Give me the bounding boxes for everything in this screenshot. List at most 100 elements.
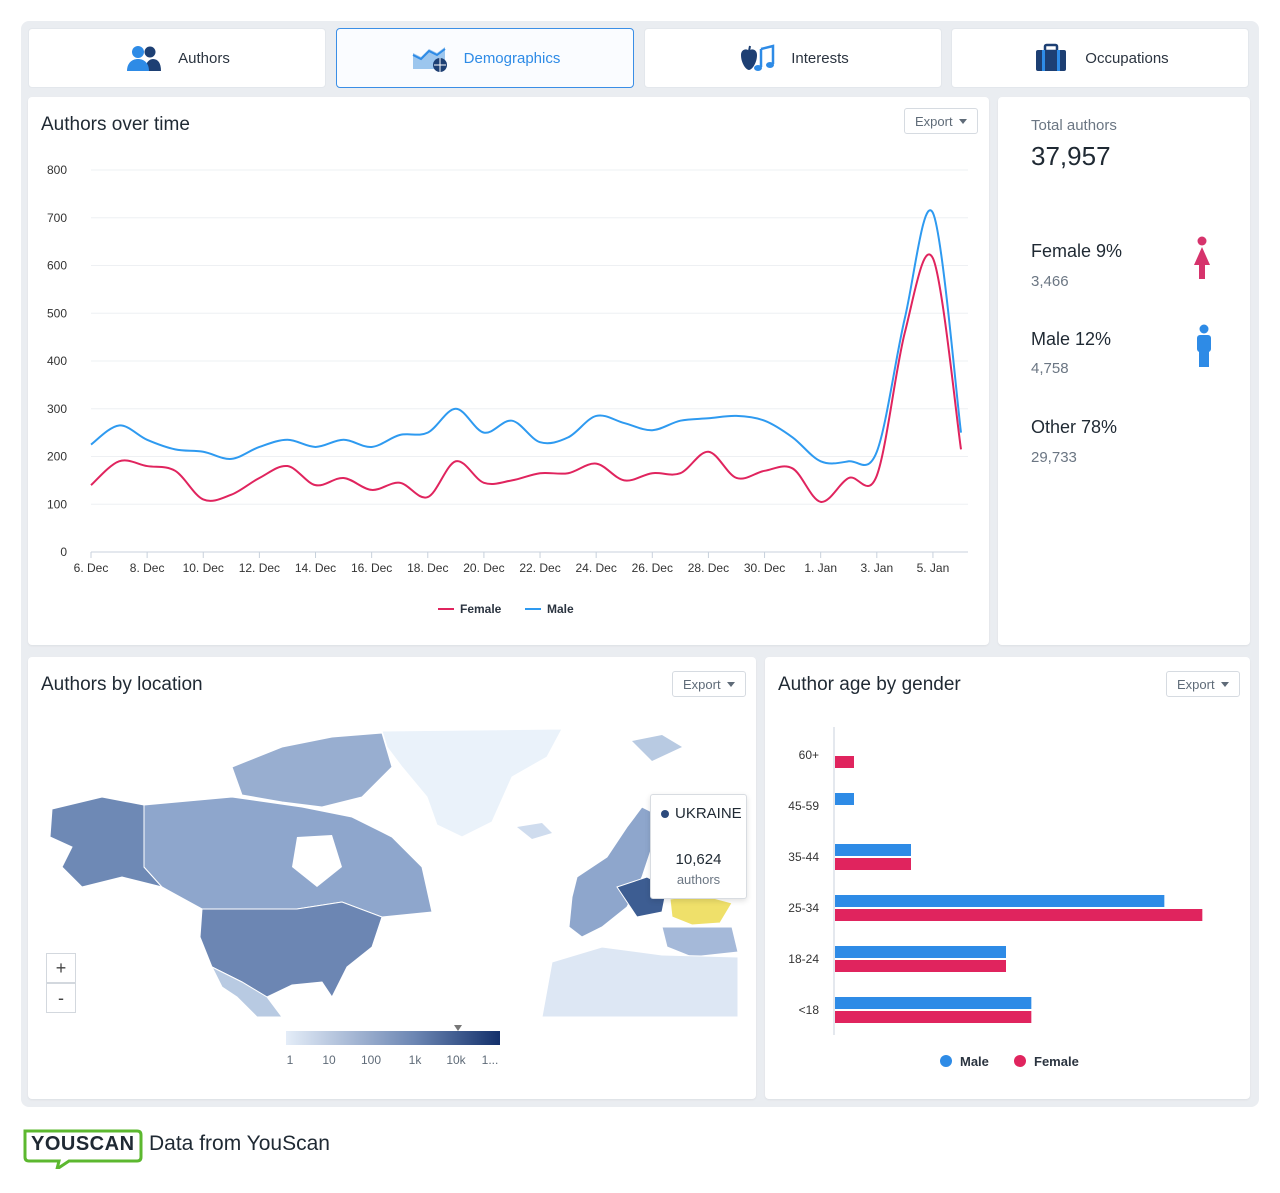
x-tick-label: 20. Dec	[463, 561, 504, 575]
map-north-africa[interactable]	[541, 946, 739, 1017]
bar-male-18-24[interactable]	[835, 946, 1006, 958]
map-canada[interactable]	[143, 796, 433, 918]
map-turkey[interactable]	[661, 926, 739, 958]
zoom-in-button[interactable]: +	[46, 953, 76, 983]
age-by-gender-card: Author age by gender Export 60+ 45-59 35-4…	[765, 657, 1250, 1099]
authors-over-time-chart: 0 100 200 300 400 500 600 700 800 6. Dec 8. Dec 10.…	[47, 163, 968, 616]
total-authors-label: Total authors	[1031, 117, 1117, 134]
bar-male-<18[interactable]	[835, 997, 1032, 1009]
map-iceland[interactable]	[517, 823, 552, 839]
bar-male-25-34[interactable]	[835, 895, 1165, 907]
tab-occupations-label: Occupations	[1085, 49, 1169, 67]
users-icon	[124, 42, 164, 74]
demographics-icon	[410, 42, 450, 74]
male-share-label: Male 12%	[1031, 329, 1112, 349]
authors-by-location-title: Authors by location	[41, 674, 203, 695]
y-tick-label: 700	[47, 211, 67, 225]
x-tick-label: 14. Dec	[295, 561, 336, 575]
category-label: <18	[799, 1003, 820, 1017]
female-figure-icon	[1194, 236, 1210, 279]
male-figure-icon	[1197, 324, 1211, 367]
bar-female-25-34[interactable]	[835, 909, 1203, 921]
x-tick-label: 16. Dec	[351, 561, 392, 575]
total-authors-value: 37,957	[1031, 141, 1111, 171]
y-tick-label: 200	[47, 450, 67, 464]
y-tick-label: 400	[47, 354, 67, 368]
authors-over-time-export-button[interactable]: Export	[904, 108, 978, 134]
tooltip-value: 10,624	[675, 851, 722, 868]
tab-authors[interactable]: Authors	[28, 28, 326, 88]
y-tick-label: 800	[47, 163, 67, 177]
chevron-down-icon	[958, 118, 967, 124]
x-tick-label: 3. Jan	[860, 561, 893, 575]
x-tick-label: 10. Dec	[183, 561, 224, 575]
category-label: 25-34	[788, 901, 819, 915]
bar-male-45-59[interactable]	[835, 793, 854, 805]
category-label: 35-44	[788, 850, 819, 864]
x-tick-label: 26. Dec	[632, 561, 673, 575]
tab-demographics-label: Demographics	[463, 49, 561, 67]
interests-icon	[737, 42, 777, 74]
legend-label-male[interactable]: Male	[547, 602, 574, 616]
x-tick-label: 1. Jan	[804, 561, 837, 575]
legend-label-female[interactable]: Female	[460, 602, 502, 616]
y-tick-label: 600	[47, 259, 67, 273]
age-export-button[interactable]: Export	[1166, 671, 1240, 697]
legend-swatch-female	[1014, 1055, 1026, 1067]
world-map[interactable]	[42, 727, 752, 1017]
series-line-male[interactable]	[90, 209, 962, 466]
legend-label-female[interactable]: Female	[1034, 1054, 1079, 1069]
briefcase-icon	[1031, 42, 1071, 74]
male-count: 4,758	[1031, 360, 1069, 377]
map-arctic-islands[interactable]	[231, 732, 393, 808]
map-mexico[interactable]	[210, 965, 283, 1017]
x-tick-label: 30. Dec	[744, 561, 785, 575]
y-tick-label: 0	[60, 545, 67, 559]
map-ukraine[interactable]	[669, 894, 733, 926]
map-alaska[interactable]	[49, 796, 164, 888]
x-tick-label: 24. Dec	[575, 561, 616, 575]
export-label: Export	[915, 113, 953, 129]
scale-label: 100	[361, 1053, 381, 1067]
x-tick-label: 12. Dec	[239, 561, 280, 575]
map-color-scale: 1 10 100 1k 10k 1...	[286, 1025, 500, 1067]
bar-female-60+[interactable]	[835, 756, 854, 768]
authors-over-time-title: Authors over time	[41, 114, 190, 135]
scale-label: 10k	[446, 1053, 466, 1067]
x-tick-label: 18. Dec	[407, 561, 448, 575]
zoom-out-button[interactable]: -	[46, 983, 76, 1013]
tab-authors-label: Authors	[178, 49, 230, 67]
tooltip-country: UKRAINE	[675, 805, 742, 822]
legend-label-male[interactable]: Male	[960, 1054, 989, 1069]
map-svalbard[interactable]	[632, 735, 682, 761]
scale-labels: 1 10 100 1k 10k 1...	[287, 1053, 499, 1067]
youscan-logo-text: YOUSCAN	[31, 1133, 135, 1155]
map-hudson-bay	[292, 835, 342, 887]
female-share-label: Female 9%	[1031, 241, 1123, 261]
tab-occupations[interactable]: Occupations	[951, 28, 1249, 88]
x-tick-label: 22. Dec	[519, 561, 560, 575]
footer-text: Data from YouScan	[149, 1132, 330, 1155]
tab-demographics[interactable]: Demographics	[336, 28, 634, 88]
x-tick-label: 6. Dec	[74, 561, 109, 575]
y-tick-label: 100	[47, 497, 67, 511]
other-count: 29,733	[1031, 449, 1077, 466]
category-label: 60+	[799, 748, 819, 762]
other-share-label: Other 78%	[1031, 417, 1118, 437]
age-by-gender-chart: 60+ 45-59 35-44 25-34 18-24 <18 Male Female	[788, 727, 1203, 1069]
series-line-female[interactable]	[90, 253, 962, 503]
map-western-europe[interactable]	[568, 806, 663, 938]
summary-card: Total authors 37,957 Female 9% 3,466 Mal…	[998, 97, 1250, 645]
tab-interests[interactable]: Interests	[644, 28, 942, 88]
export-label: Export	[683, 676, 721, 692]
tooltip-dot	[661, 809, 669, 818]
bar-female-18-24[interactable]	[835, 960, 1006, 972]
x-tick-label: 8. Dec	[130, 561, 165, 575]
bar-female-35-44[interactable]	[835, 858, 911, 870]
bar-female-<18[interactable]	[835, 1011, 1032, 1023]
map-greenland[interactable]	[381, 728, 563, 838]
location-export-button[interactable]: Export	[672, 671, 746, 697]
y-tick-label: 500	[47, 306, 67, 320]
bar-male-35-44[interactable]	[835, 844, 911, 856]
y-tick-label: 300	[47, 402, 67, 416]
